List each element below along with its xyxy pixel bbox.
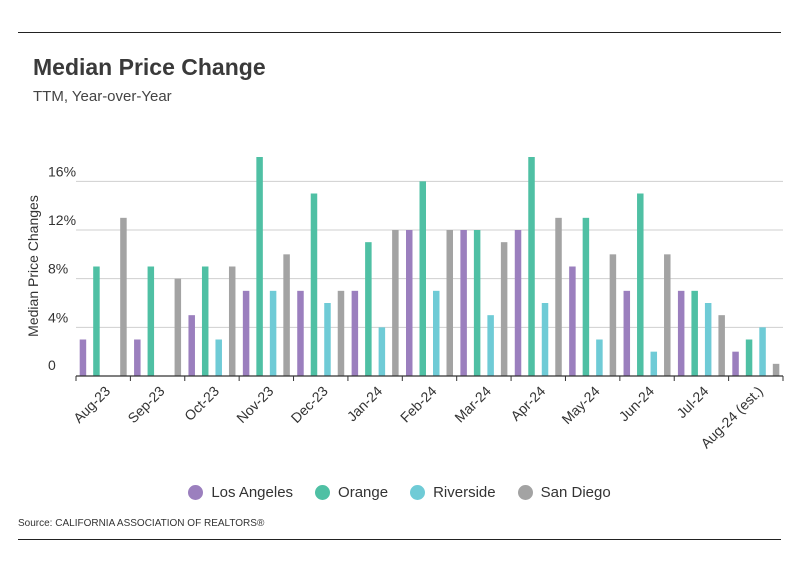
x-tick-label: Jan-24: [344, 383, 386, 425]
legend-swatch: [410, 485, 426, 500]
bar-san-diego: [228, 266, 236, 376]
bar-orange: [310, 193, 318, 376]
bar-orange: [147, 266, 155, 376]
bar-riverside: [541, 303, 549, 376]
bar-san-diego: [283, 254, 290, 376]
bars: [79, 157, 780, 376]
bar-chart: Aug-23 Sep-23 Oct-23 Nov-23 Dec-23 Jan-24 Feb-…: [25, 157, 784, 451]
bar-orange: [256, 157, 263, 376]
bar-orange: [745, 339, 753, 376]
bar-riverside: [704, 303, 712, 376]
bar-los-angeles: [569, 266, 576, 376]
x-tick-label: Aug-23: [70, 383, 113, 426]
bar-orange: [93, 266, 100, 376]
legend-label: Los Angeles: [211, 484, 294, 501]
legend-item: Orange: [315, 484, 388, 501]
bar-los-angeles: [188, 315, 195, 376]
y-tick-labels: 0 4% 8% 12% 16%: [48, 163, 76, 373]
y-axis-title: Median Price Changes: [25, 195, 41, 337]
legend-item: Los Angeles: [188, 484, 293, 501]
bar-riverside: [324, 303, 331, 376]
bar-los-angeles: [134, 339, 141, 376]
y-tick-label: 8%: [48, 261, 68, 277]
bar-orange: [637, 193, 644, 376]
bar-orange: [691, 290, 698, 376]
x-tick-label: Apr-24: [507, 383, 548, 424]
bar-los-angeles: [732, 351, 739, 376]
x-tick-label: Mar-24: [451, 383, 494, 426]
x-axis: Aug-23 Sep-23 Oct-23 Nov-23 Dec-23 Jan-24 Feb-…: [70, 375, 784, 451]
chart-title: Median Price Change: [33, 54, 266, 80]
source-note: Source: CALIFORNIA ASSOCIATION OF REALTO…: [18, 518, 265, 529]
legend-swatch: [517, 485, 533, 500]
bar-riverside: [269, 290, 277, 376]
bar-orange: [582, 217, 590, 376]
x-tick-label: Feb-24: [397, 383, 440, 426]
bar-los-angeles: [460, 230, 467, 376]
x-tick-label: Nov-23: [233, 383, 276, 426]
bar-los-angeles: [242, 290, 250, 376]
bar-riverside: [487, 315, 494, 376]
legend-label: San Diego: [540, 484, 611, 501]
legend-swatch: [315, 485, 331, 500]
legend-swatch: [188, 485, 204, 500]
legend: Los Angeles Orange Riverside San Diego: [0, 484, 799, 501]
legend-label: Riverside: [433, 484, 496, 501]
bar-san-diego: [120, 217, 127, 376]
x-tick-label: May-24: [558, 383, 602, 427]
bar-riverside: [650, 351, 658, 376]
bar-los-angeles: [79, 339, 87, 376]
bar-san-diego: [609, 254, 617, 376]
bar-los-angeles: [677, 290, 685, 376]
bar-los-angeles: [406, 230, 413, 376]
gridlines: [76, 180, 783, 328]
x-tick-label: Sep-23: [124, 383, 167, 426]
bar-los-angeles: [623, 290, 631, 376]
chart-subtitle: TTM, Year-over-Year: [33, 88, 172, 105]
y-tick-label: 12%: [48, 212, 76, 228]
y-tick-label: 0: [48, 357, 56, 373]
bar-orange: [201, 266, 209, 376]
bar-san-diego: [392, 230, 399, 376]
x-tick-label: Oct-23: [181, 383, 222, 424]
bar-san-diego: [664, 254, 671, 376]
bar-san-diego: [337, 290, 345, 376]
y-tick-label: 16%: [48, 163, 76, 179]
bar-san-diego: [555, 217, 562, 376]
x-tick-label: Dec-23: [288, 383, 331, 426]
bar-riverside: [596, 339, 603, 376]
x-tick-label: Jul-24: [673, 383, 711, 421]
bar-orange: [419, 181, 426, 376]
legend-item: Riverside: [410, 484, 496, 501]
bar-san-diego: [772, 363, 780, 376]
bar-orange: [365, 242, 372, 376]
bar-san-diego: [718, 315, 725, 376]
bar-los-angeles: [297, 290, 304, 376]
bar-riverside: [215, 339, 222, 376]
legend-label: Orange: [338, 484, 389, 501]
bottom-rule: [18, 539, 781, 540]
bar-san-diego: [500, 242, 508, 376]
top-rule: [18, 32, 781, 33]
legend-item: San Diego: [517, 484, 611, 501]
bar-riverside: [759, 327, 766, 376]
bar-san-diego: [174, 278, 182, 376]
bar-los-angeles: [514, 230, 522, 376]
y-tick-label: 4%: [48, 309, 68, 325]
bar-riverside: [378, 327, 386, 376]
bar-orange: [528, 157, 535, 376]
bar-san-diego: [446, 230, 453, 376]
x-tick-label: Jun-24: [616, 383, 658, 425]
bar-riverside: [433, 290, 440, 376]
bar-los-angeles: [351, 290, 359, 376]
bar-orange: [473, 230, 481, 376]
